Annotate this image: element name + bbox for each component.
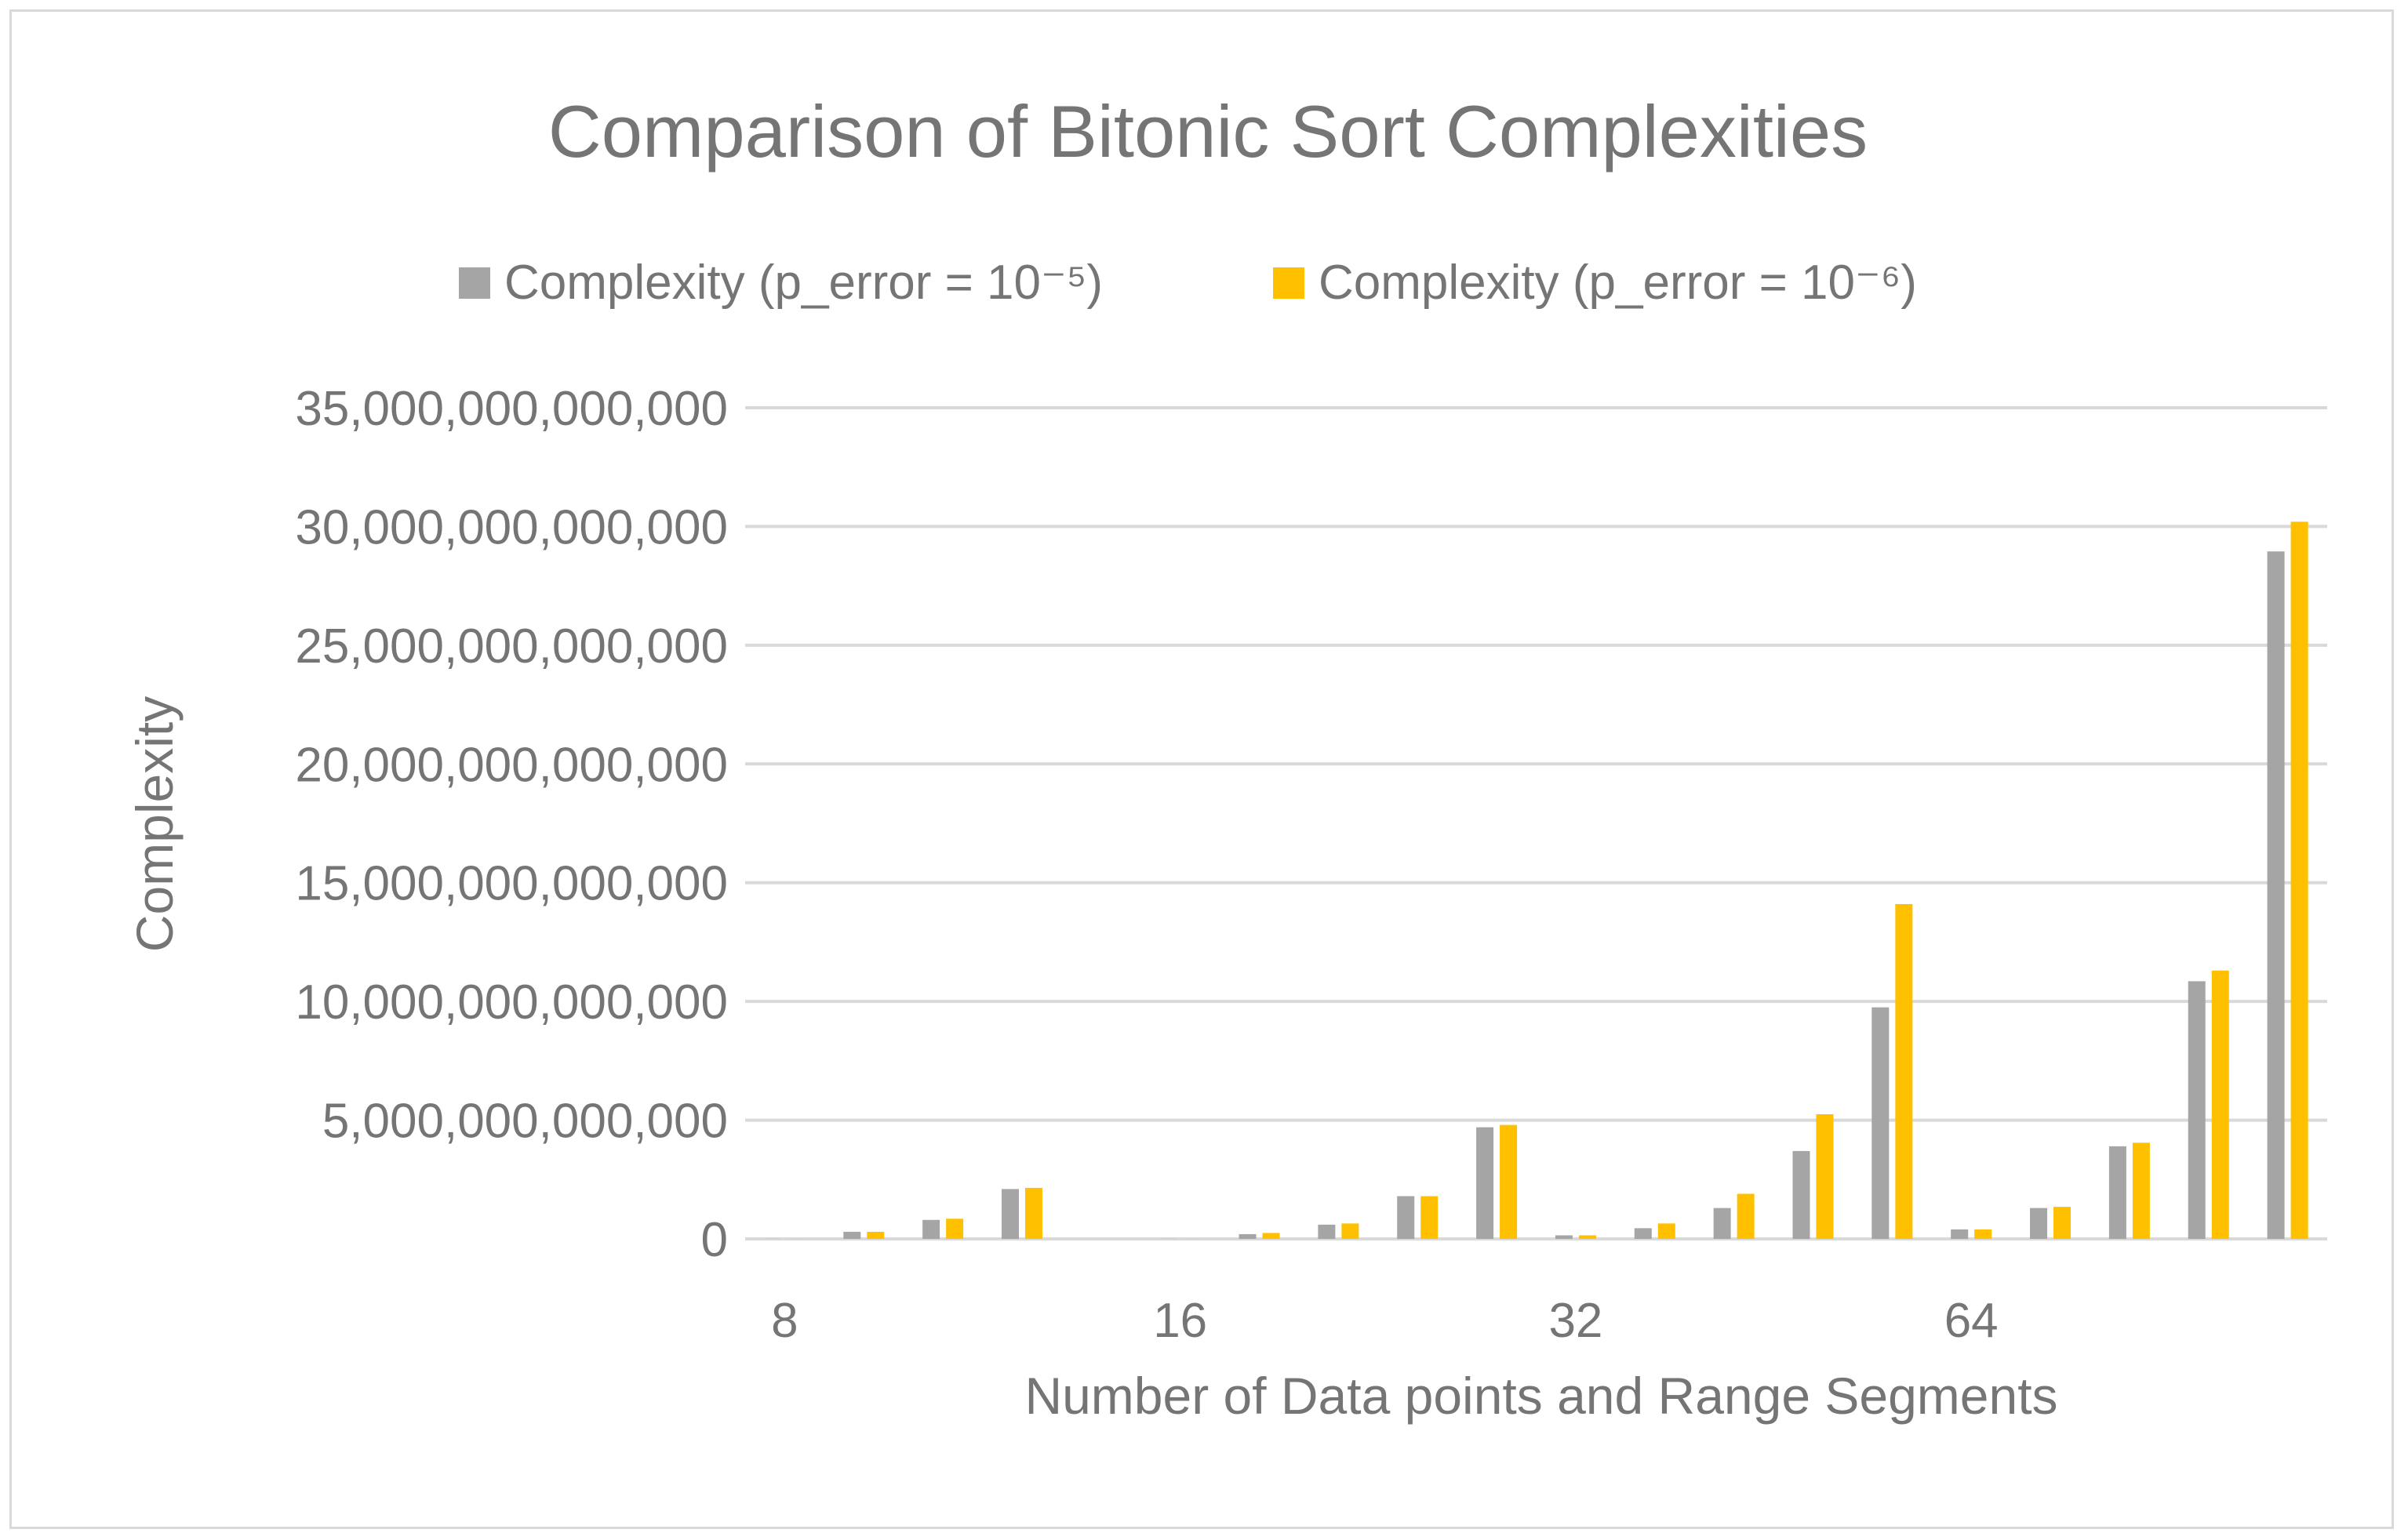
legend-label-p-error-1e-6: Complexity (p_error = 10⁻⁶) — [1319, 256, 1917, 310]
bar-p-error-1e-6 — [1737, 1193, 1755, 1239]
y-tick-label: 5,000,000,000,000 — [322, 1095, 728, 1149]
x-tick-label: 32 — [1548, 1294, 1602, 1348]
x-tick-label: 64 — [1944, 1294, 1999, 1348]
bar-p-error-1e-5 — [1951, 1229, 1969, 1239]
bar-p-error-1e-5 — [1713, 1208, 1731, 1239]
bar-p-error-1e-6 — [1262, 1233, 1280, 1239]
bar-p-error-1e-6 — [946, 1219, 964, 1239]
x-tick-label: 16 — [1153, 1294, 1207, 1348]
bar-p-error-1e-5 — [2108, 1146, 2126, 1239]
bar-p-error-1e-5 — [2030, 1208, 2048, 1239]
bar-p-error-1e-5 — [2267, 551, 2285, 1239]
x-axis-title: Number of Data points and Range Segments — [1024, 1367, 2057, 1425]
bar-p-error-1e-6 — [1657, 1223, 1675, 1239]
bar-p-error-1e-6 — [1024, 1187, 1042, 1239]
y-tick-label: 35,000,000,000,000 — [295, 382, 728, 436]
chart-svg: Comparison of Bitonic Sort Complexities … — [125, 90, 2327, 1425]
x-tick-label: 8 — [771, 1294, 798, 1348]
legend-swatch-p-error-1e-5 — [459, 267, 490, 299]
y-axis-tick-labels: 0 5,000,000,000,000 10,000,000,000,000 15,0… — [295, 382, 728, 1267]
y-axis-title: Complexity — [125, 696, 184, 952]
bar-p-error-1e-5 — [1792, 1150, 1810, 1239]
bar-p-error-1e-6 — [2290, 521, 2308, 1239]
x-axis-tick-labels: 8 16 32 64 — [771, 1294, 1998, 1348]
bar-p-error-1e-6 — [1500, 1124, 1518, 1239]
bar-p-error-1e-6 — [1578, 1235, 1596, 1239]
chart-frame: Comparison of Bitonic Sort Complexities … — [9, 9, 2394, 1529]
bar-p-error-1e-6 — [867, 1231, 885, 1239]
bar-p-error-1e-5 — [1634, 1228, 1652, 1239]
bar-p-error-1e-5 — [1239, 1233, 1257, 1239]
bar-p-error-1e-5 — [1397, 1196, 1415, 1239]
bar-p-error-1e-6 — [2211, 970, 2229, 1239]
gridlines — [745, 406, 2327, 1240]
bar-p-error-1e-5 — [1871, 1007, 1890, 1239]
y-tick-label: 25,000,000,000,000 — [295, 619, 728, 674]
legend-label-p-error-1e-5: Complexity (p_error = 10⁻⁵) — [504, 256, 1103, 310]
bar-p-error-1e-5 — [1555, 1235, 1573, 1239]
bar-p-error-1e-6 — [1895, 903, 1913, 1239]
bar-p-error-1e-5 — [1001, 1189, 1019, 1239]
legend-swatch-p-error-1e-6 — [1273, 267, 1304, 299]
bar-p-error-1e-6 — [1816, 1114, 1834, 1239]
y-tick-label: 30,000,000,000,000 — [295, 500, 728, 554]
bar-p-error-1e-6 — [1420, 1196, 1439, 1239]
bar-p-error-1e-6 — [2132, 1142, 2150, 1239]
bar-p-error-1e-5 — [1476, 1127, 1494, 1239]
bar-p-error-1e-6 — [1341, 1223, 1359, 1239]
y-tick-label: 20,000,000,000,000 — [295, 738, 728, 792]
bar-p-error-1e-5 — [922, 1219, 940, 1239]
y-tick-label: 0 — [701, 1213, 728, 1267]
y-tick-label: 10,000,000,000,000 — [295, 975, 728, 1030]
bar-p-error-1e-5 — [2188, 981, 2206, 1239]
bar-p-error-1e-6 — [1974, 1229, 1992, 1239]
bar-p-error-1e-5 — [1318, 1224, 1336, 1239]
bar-p-error-1e-5 — [843, 1231, 861, 1239]
chart-title: Comparison of Bitonic Sort Complexities — [548, 90, 1868, 173]
legend: Complexity (p_error = 10⁻⁵) Complexity (… — [459, 256, 1917, 310]
bars — [764, 521, 2308, 1239]
y-tick-label: 15,000,000,000,000 — [295, 857, 728, 911]
bar-p-error-1e-6 — [2053, 1207, 2072, 1239]
